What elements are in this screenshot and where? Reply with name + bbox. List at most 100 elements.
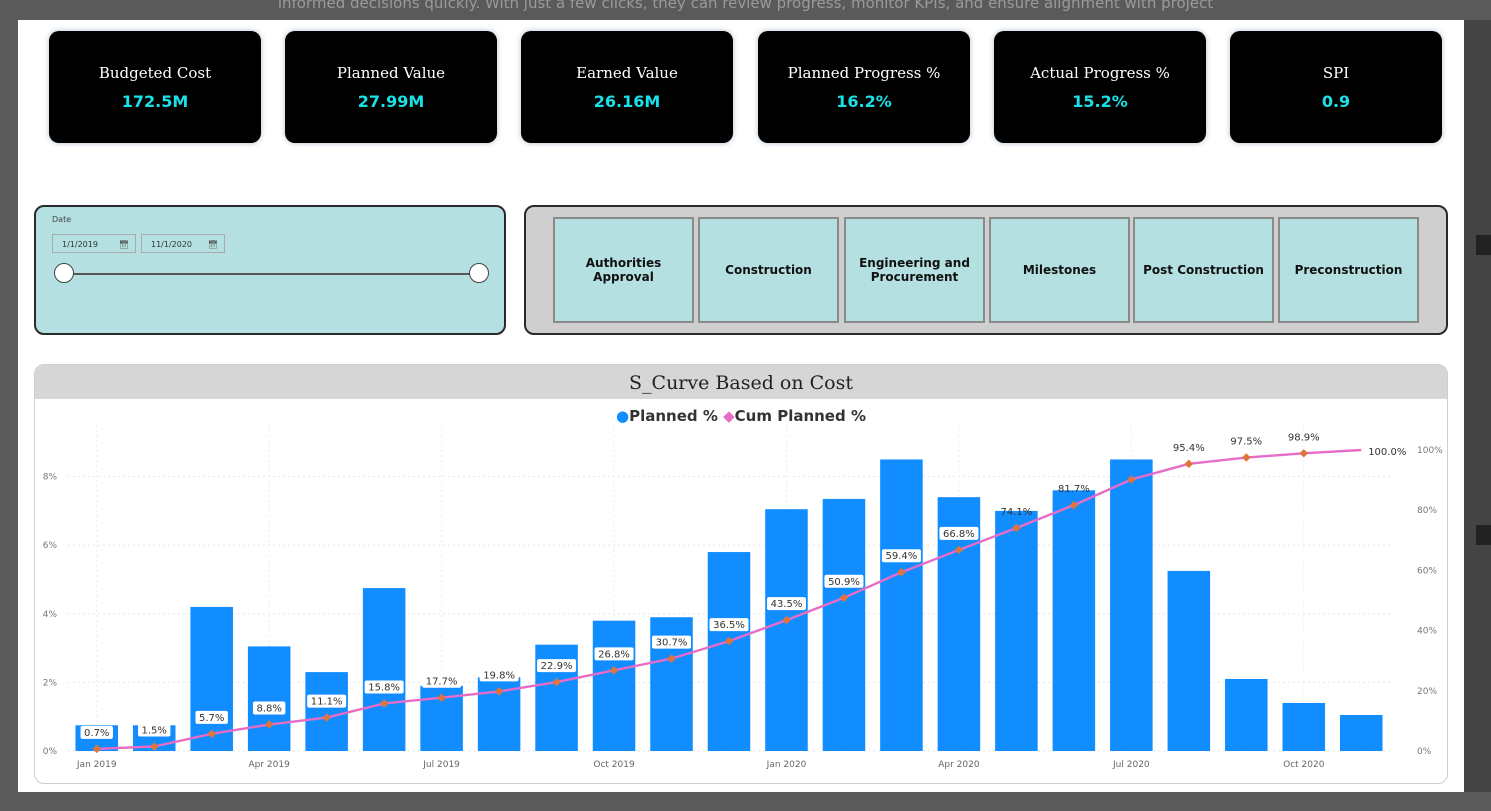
bar xyxy=(707,552,751,751)
data-label-box xyxy=(479,668,519,682)
kpi-card-planned-value[interactable]: Planned Value 27.99M xyxy=(285,31,497,143)
y-left-tick-label: 6% xyxy=(43,541,58,551)
start-date-field[interactable]: 1/1/2019 📅︎ xyxy=(52,234,136,253)
x-tick-label: Jul 2019 xyxy=(422,760,460,770)
data-label-box xyxy=(195,710,228,724)
kpi-label: Planned Progress % xyxy=(787,64,941,82)
data-label-box xyxy=(252,701,286,715)
bar xyxy=(1225,678,1268,751)
y-right-tick-label: 80% xyxy=(1417,506,1437,516)
data-label: 36.5% xyxy=(713,620,745,631)
data-label-box xyxy=(881,549,921,563)
date-range-start-handle[interactable] xyxy=(54,263,74,283)
data-label: 1.5% xyxy=(142,725,167,736)
cum-marker xyxy=(437,693,446,702)
chart-legend: ●Planned % ◆Cum Planned % xyxy=(35,407,1447,425)
data-label-box xyxy=(80,725,113,739)
data-label-box xyxy=(766,597,806,611)
kpi-label: Earned Value xyxy=(576,64,678,82)
data-label-box xyxy=(652,635,692,649)
chart-plot-area: 0% 2% 4% 6% 8% 0% 20% 40% 60% 80% 100% Jan 2019 Apr … xyxy=(43,425,1443,770)
x-tick-label: Apr 2020 xyxy=(938,760,980,770)
cum-marker xyxy=(1242,453,1251,462)
kpi-card-spi[interactable]: SPI 0.9 xyxy=(1230,31,1442,143)
cum-marker xyxy=(264,720,274,729)
date-range-track[interactable] xyxy=(64,273,478,275)
start-date-value: 1/1/2019 xyxy=(62,240,98,249)
date-slicer: Date 1/1/2019 📅︎ 11/1/2020 📅︎ xyxy=(34,205,506,335)
legend-marker-circle-icon: ● xyxy=(616,407,630,425)
data-label-box xyxy=(537,659,577,673)
right-side-panel xyxy=(1464,20,1491,792)
data-label: 97.5% xyxy=(1230,437,1262,448)
cum-marker xyxy=(609,666,619,675)
chart-title: S_Curve Based on Cost xyxy=(35,365,1447,399)
data-label-box xyxy=(307,694,347,708)
kpi-label: Actual Progress % xyxy=(1030,64,1170,82)
cum-marker xyxy=(494,687,504,696)
data-label-box xyxy=(422,674,462,688)
x-tick-label: Oct 2020 xyxy=(1283,760,1325,770)
phase-button-preconstruction[interactable]: Preconstruction xyxy=(1278,217,1419,323)
data-label-box xyxy=(709,618,749,632)
cum-marker xyxy=(322,713,331,722)
x-tick-label: Jan 2020 xyxy=(766,760,807,770)
phase-button-authorities-approval[interactable]: Authorities Approval xyxy=(553,217,694,323)
kpi-card-earned-value[interactable]: Earned Value 26.16M xyxy=(521,31,733,143)
data-label: 17.7% xyxy=(426,677,458,688)
data-label-box xyxy=(138,723,171,737)
data-label: 98.9% xyxy=(1288,432,1320,443)
data-label: 0.7% xyxy=(84,728,109,739)
data-label-box xyxy=(939,526,979,540)
date-slicer-label: Date xyxy=(52,215,72,224)
phase-button-post-construction[interactable]: Post Construction xyxy=(1133,217,1274,323)
data-label: 5.7% xyxy=(199,713,224,724)
phase-button-engineering-procurement[interactable]: Engineering and Procurement xyxy=(844,217,985,323)
cum-marker xyxy=(1299,449,1309,458)
kpi-card-budgeted-cost[interactable]: Budgeted Cost 172.5M xyxy=(49,31,261,143)
bar xyxy=(880,459,923,751)
data-label: 95.4% xyxy=(1173,443,1205,454)
calendar-icon[interactable]: 📅︎ xyxy=(118,240,129,249)
data-label: 26.8% xyxy=(598,649,630,660)
legend-marker-diamond-icon: ◆ xyxy=(723,407,735,425)
data-label: 50.9% xyxy=(828,577,860,588)
kpi-label: Budgeted Cost xyxy=(98,64,212,82)
y-right-tick-label: 0% xyxy=(1417,747,1432,757)
cum-marker xyxy=(207,729,216,739)
kpi-value: 15.2% xyxy=(1072,92,1128,111)
report-canvas: Budgeted Cost 172.5M Planned Value 27.99… xyxy=(18,20,1464,792)
bar xyxy=(362,588,406,751)
bar xyxy=(1110,459,1153,751)
phase-button-construction[interactable]: Construction xyxy=(698,217,839,323)
kpi-label: SPI xyxy=(1322,64,1350,82)
kpi-card-planned-progress[interactable]: Planned Progress % 16.2% xyxy=(758,31,970,143)
date-range-end-handle[interactable] xyxy=(469,263,489,283)
kpi-value: 0.9 xyxy=(1321,92,1351,111)
phase-button-milestones[interactable]: Milestones xyxy=(989,217,1130,323)
data-label-box xyxy=(824,574,864,588)
legend-cum-planned: Cum Planned % xyxy=(734,407,866,425)
calendar-icon[interactable]: 📅︎ xyxy=(207,240,218,249)
legend-planned: Planned % xyxy=(629,407,718,425)
header-text: informed decisions quickly. With just a … xyxy=(277,0,1214,12)
data-label: 30.7% xyxy=(656,638,688,649)
data-label-box xyxy=(594,647,634,661)
end-date-field[interactable]: 11/1/2020 📅︎ xyxy=(141,234,225,253)
cum-marker xyxy=(552,677,561,687)
x-tick-label: Apr 2019 xyxy=(249,760,291,770)
data-label: 11.1% xyxy=(311,697,343,708)
y-left-tick-label: 2% xyxy=(43,678,58,688)
kpi-label: Planned Value xyxy=(336,64,446,82)
kpi-card-actual-progress[interactable]: Actual Progress % 15.2% xyxy=(994,31,1206,143)
side-tab[interactable] xyxy=(1476,525,1491,545)
data-label: 22.9% xyxy=(541,661,573,672)
data-label: 8.8% xyxy=(256,704,281,715)
bar xyxy=(1052,490,1096,751)
y-left-tick-label: 0% xyxy=(43,747,58,757)
data-label: 59.4% xyxy=(886,551,918,562)
side-tab[interactable] xyxy=(1476,235,1491,255)
x-tick-label: Jul 2020 xyxy=(1112,760,1150,770)
kpi-value: 27.99M xyxy=(357,92,425,111)
bar xyxy=(765,509,808,751)
